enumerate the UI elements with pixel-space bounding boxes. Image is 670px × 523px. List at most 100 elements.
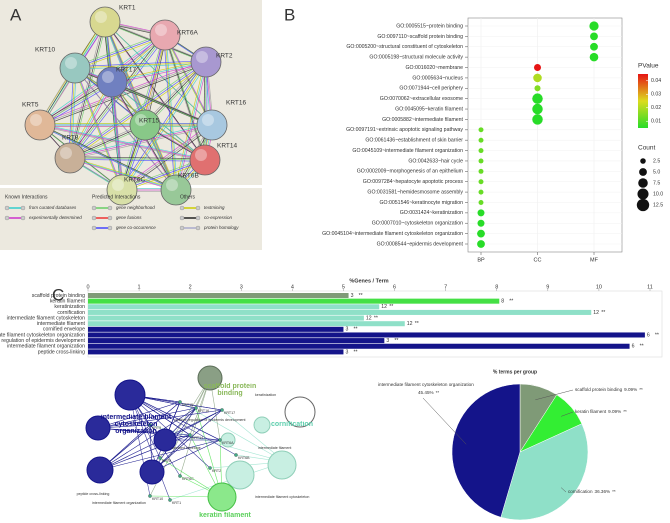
gene-label: KRT6A (222, 441, 234, 445)
term-label: intermediate filament cytoskeleton (255, 495, 309, 499)
slice-significance: ** (436, 390, 440, 395)
gene-count-label: 3 (386, 338, 389, 344)
legend-title: Count (638, 145, 656, 152)
node-label: KRT8 (62, 135, 79, 142)
x-tick-label: 8 (495, 284, 498, 290)
group-label-box: cornification (270, 421, 313, 428)
legend-icon-node (4, 215, 10, 221)
gene-label: KRT2 (212, 469, 221, 473)
legend-icon-node (20, 215, 26, 221)
network-edge (99, 401, 181, 471)
gene-count-label: 12 (366, 315, 372, 321)
y-tick-label: GO:0042633~hair cycle (408, 158, 463, 164)
y-tick-label: GO:0045109~intermediate filament organiz… (352, 148, 463, 154)
leader-line (535, 389, 574, 401)
slice-value: 9.09% (624, 387, 637, 392)
dot (534, 85, 541, 92)
network-edge (74, 67, 123, 191)
bar (88, 298, 500, 304)
size-legend-label: 10.0 (653, 191, 663, 197)
x-tick-label: CC (534, 257, 542, 263)
bar (88, 321, 405, 327)
term-node (139, 459, 165, 485)
y-tick-label: GO:0071944~cell periphery (399, 86, 463, 92)
bar (88, 338, 385, 344)
node-label: KRT10 (35, 47, 55, 54)
network-node (106, 174, 138, 206)
bar (88, 309, 592, 315)
y-tick-label: intermediate filament cytoskeleton organ… (0, 332, 85, 338)
y-tick-label: GO:0007010~cytoskeleton organization (372, 221, 463, 227)
gene-count-label: 6 (632, 344, 635, 350)
dot (534, 64, 541, 72)
x-tick-label: 10 (596, 284, 602, 290)
significance-label: ** (415, 321, 419, 327)
group-label-box: intermediate filament cytoskeleton organ… (101, 414, 171, 435)
group-label: keratin filament (199, 512, 251, 519)
dot (589, 21, 599, 31)
significance-label: ** (374, 315, 378, 321)
size-legend-label: 2.5 (653, 158, 660, 164)
gene-node (220, 408, 224, 412)
legend-icon-node (195, 215, 201, 221)
significance-label: ** (389, 304, 393, 310)
network-node (54, 142, 86, 174)
network-edge (111, 81, 213, 126)
dot (477, 219, 485, 227)
slice-significance: ** (639, 387, 643, 392)
dot (532, 93, 543, 104)
color-tick-label: 0.02 (651, 105, 661, 111)
x-tick-label: 3 (240, 284, 243, 290)
dot (477, 229, 485, 238)
color-tick-label: 0.01 (651, 119, 661, 125)
legend-icon-node (195, 225, 201, 231)
network-edge (129, 394, 221, 441)
y-tick-label: intermediate filament cytoskeleton (7, 315, 86, 321)
network-edge (165, 36, 207, 162)
network-edge (111, 61, 207, 83)
legend-item: gene neighborhood (116, 205, 155, 210)
y-tick-label: GO:0008544~epidermis development (377, 241, 464, 247)
y-tick-label: intermediate filament organization (7, 344, 85, 350)
gene-node (168, 498, 172, 502)
y-tick-label: cornified envelope (43, 327, 85, 333)
gene-count-label: 12 (593, 310, 599, 316)
legend-title: Known Interactions (5, 194, 48, 200)
dot (478, 148, 484, 154)
y-tick-label: GO:0097284~hepatocyte apoptotic process (363, 179, 464, 185)
dot (478, 137, 484, 143)
term-node (114, 379, 146, 411)
term-label: cornified envelope (171, 446, 200, 450)
network-edge (163, 33, 176, 189)
network-edge (179, 377, 211, 477)
gene-count-label: 3 (351, 293, 354, 299)
legend-item: experimentally determined (29, 215, 82, 220)
y-tick-label: GO:0016020~membrane (405, 65, 463, 71)
node-label: KRT16 (226, 100, 246, 107)
gene-label: KRT6B (238, 456, 250, 460)
network-node (89, 6, 121, 38)
network-node-highlight (155, 24, 167, 36)
network-edge (39, 124, 206, 161)
gene-label: KRT6C (182, 477, 194, 481)
network-edge (68, 20, 105, 157)
network-edge (68, 60, 205, 157)
network-edge (69, 61, 207, 159)
size-legend-label: 5.0 (653, 169, 660, 175)
bar (88, 349, 344, 355)
size-legend-dot (638, 178, 648, 188)
legend-icon-node (91, 205, 97, 211)
node-label: KRT15 (139, 118, 159, 125)
legend-item: co-expression (204, 215, 233, 220)
pie-slice (451, 383, 521, 518)
slice-significance: ** (612, 489, 616, 494)
term-node (267, 450, 297, 480)
group-label: cornification (270, 421, 313, 428)
network-node-highlight (195, 149, 207, 161)
x-tick-label: 2 (189, 284, 192, 290)
leader-line (561, 411, 574, 417)
legend-icon-node (179, 205, 185, 211)
network-node (196, 109, 228, 141)
node-label: KRT1 (119, 5, 136, 12)
significance-label: ** (394, 338, 398, 344)
